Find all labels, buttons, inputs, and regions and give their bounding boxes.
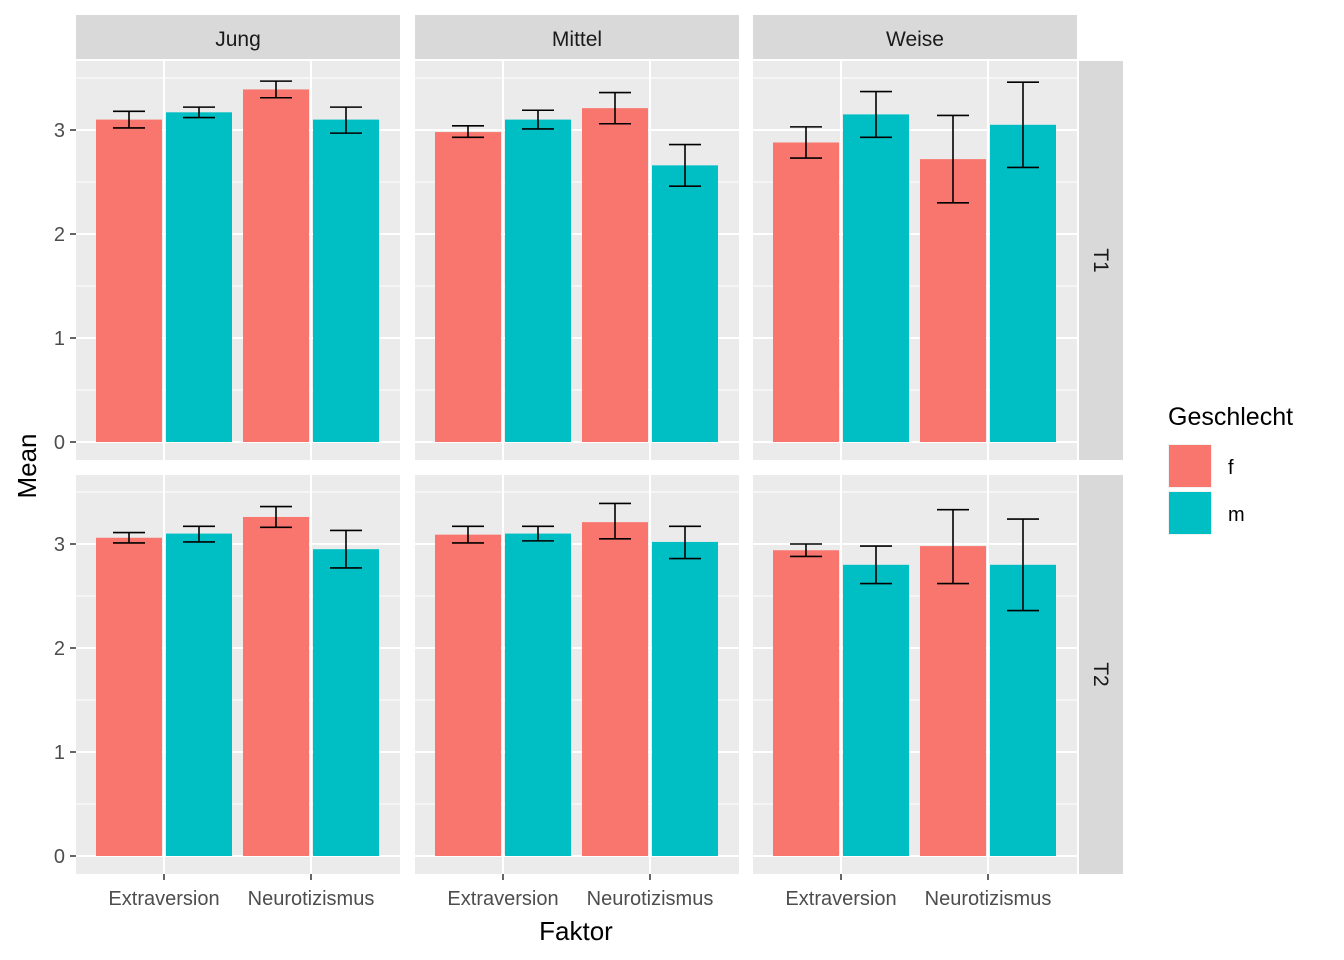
y-tick-label: 3 <box>54 534 65 556</box>
x-tick-label: Extraversion <box>785 888 896 910</box>
bar-m-neurotizismus <box>652 165 718 443</box>
bar-f-neurotizismus <box>243 516 309 856</box>
y-tick-label: 3 <box>54 120 65 142</box>
panel-mittel-t1 <box>415 61 739 460</box>
error-bar-m-neurotizismus <box>669 143 701 187</box>
bar-f-extraversion <box>96 119 162 442</box>
error-bar-m-neurotizismus <box>669 525 701 560</box>
bar-m-extraversion <box>843 564 909 856</box>
bar-m-extraversion <box>505 533 571 856</box>
legend-swatch-f <box>1169 445 1211 487</box>
x-tick-label: Neurotizismus <box>248 888 375 910</box>
x-tick-label: Extraversion <box>108 888 219 910</box>
bar-f-extraversion <box>773 550 839 856</box>
bar-f-neurotizismus <box>582 522 648 856</box>
error-bar-m-neurotizismus <box>330 529 362 569</box>
bar-f-extraversion <box>435 534 501 856</box>
error-bar-f-neurotizismus <box>260 505 292 529</box>
bar-m-neurotizismus <box>990 124 1056 443</box>
column-strip-label: Weise <box>886 28 944 51</box>
bar-m-neurotizismus <box>990 564 1056 856</box>
panel-jung-t1 <box>76 61 400 460</box>
y-axes: 0 1 2 3 0 1 2 3 <box>54 120 76 868</box>
bar-m-neurotizismus <box>313 119 379 442</box>
bar-f-neurotizismus <box>243 89 309 442</box>
x-axes: Extraversion Neurotizismus Extraversion Neu… <box>108 874 1051 910</box>
bar-f-extraversion <box>773 142 839 443</box>
legend-label: f <box>1228 457 1234 479</box>
error-bar-f-neurotizismus <box>599 91 631 125</box>
error-bar-m-extraversion <box>860 545 892 585</box>
y-tick-label: 0 <box>54 432 65 454</box>
bar-m-extraversion <box>505 119 571 442</box>
x-tick-label: Neurotizismus <box>925 888 1052 910</box>
panel-mittel-t2 <box>415 475 739 874</box>
error-bar-f-extraversion <box>113 531 145 544</box>
bar-m-neurotizismus <box>652 541 718 856</box>
column-strip-jung <box>76 15 400 59</box>
error-bar-m-neurotizismus <box>330 106 362 134</box>
bar-f-extraversion <box>435 132 501 442</box>
error-bar-f-extraversion <box>452 525 484 544</box>
panel-weise-t2 <box>753 475 1077 874</box>
column-strip-mittel <box>415 15 739 59</box>
bar-m-extraversion <box>166 112 232 442</box>
y-tick-label: 0 <box>54 846 65 868</box>
error-bar-m-extraversion <box>522 525 554 542</box>
column-strip-label: Jung <box>215 28 261 51</box>
y-axis-title: Mean <box>12 433 42 498</box>
panel-jung-t2 <box>76 475 400 874</box>
error-bar-m-neurotizismus <box>1007 81 1039 169</box>
error-bar-f-extraversion <box>113 110 145 129</box>
bar-f-neurotizismus <box>920 159 986 442</box>
row-strip-t2 <box>1079 475 1123 874</box>
error-bar-f-extraversion <box>790 126 822 159</box>
legend-title: Geschlecht <box>1168 403 1293 431</box>
row-strip-label: T1 <box>1089 248 1112 273</box>
error-bar-m-neurotizismus <box>1007 518 1039 612</box>
error-bar-m-extraversion <box>183 525 215 543</box>
chart-panels <box>76 61 1077 874</box>
y-tick-label: 1 <box>54 742 65 764</box>
error-bar-f-extraversion <box>790 543 822 558</box>
error-bar-f-neurotizismus <box>599 502 631 540</box>
bar-f-extraversion <box>96 537 162 856</box>
panel-weise-t1 <box>753 61 1077 460</box>
row-strips: T1 T2 <box>1079 61 1123 874</box>
column-strips: Jung Mittel Weise <box>76 15 1077 59</box>
column-strip-weise <box>753 15 1077 59</box>
bar-f-neurotizismus <box>920 546 986 856</box>
bar-m-neurotizismus <box>313 549 379 856</box>
error-bar-f-neurotizismus <box>260 80 292 99</box>
legend-label: m <box>1228 504 1245 526</box>
y-tick-label: 1 <box>54 328 65 350</box>
error-bar-f-neurotizismus <box>937 508 969 585</box>
error-bar-m-extraversion <box>860 90 892 139</box>
legend: Geschlecht f m <box>1168 403 1293 535</box>
error-bar-f-neurotizismus <box>937 114 969 204</box>
error-bar-f-extraversion <box>452 125 484 139</box>
error-bar-m-extraversion <box>522 109 554 130</box>
column-strip-label: Mittel <box>552 28 602 51</box>
row-strip-t1 <box>1079 61 1123 460</box>
x-tick-label: Neurotizismus <box>587 888 714 910</box>
bar-f-neurotizismus <box>582 108 648 442</box>
legend-swatch-m <box>1169 492 1211 534</box>
bar-m-extraversion <box>166 533 232 856</box>
error-bar-m-extraversion <box>183 106 215 119</box>
row-strip-label: T2 <box>1089 662 1112 687</box>
y-tick-label: 2 <box>54 638 65 660</box>
bar-m-extraversion <box>843 114 909 443</box>
x-tick-label: Extraversion <box>447 888 558 910</box>
x-axis-title: Faktor <box>539 916 613 946</box>
y-tick-label: 2 <box>54 224 65 246</box>
